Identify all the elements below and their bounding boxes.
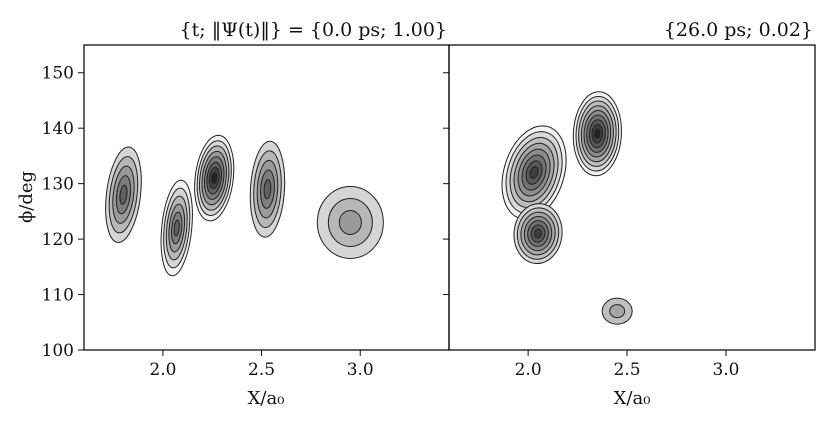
contour-level-2-1-8 xyxy=(529,166,539,179)
y-axis-label: ϕ/deg xyxy=(16,171,37,223)
contour-level-1-5-3 xyxy=(338,209,362,235)
panel-title-right: {26.0 ps; 0.02} xyxy=(664,19,813,41)
contour-level-1-1-5 xyxy=(119,184,128,205)
contour-plot-left xyxy=(105,134,384,277)
contour-level-2-2-9 xyxy=(594,128,601,139)
ticks-left: 2.0 2.5 3.0 100 110 120 130 140 150 xyxy=(42,64,374,380)
contour-level-2-4-2 xyxy=(609,304,626,319)
contour-level-1-4-5 xyxy=(263,179,272,200)
x-axis-label-left: X/a₀ xyxy=(248,388,285,409)
panel-left: 2.0 2.5 3.0 100 110 120 130 140 150 {t; ‖Ψ(t)‖} … xyxy=(16,19,450,409)
x-tick-label-right-3: 3.0 xyxy=(712,360,739,380)
x-axis-label-right: X/a₀ xyxy=(614,388,651,409)
panel-right: 2.0 2.5 3.0 {26.0 ps; 0.02} X/a₀ xyxy=(443,19,816,409)
x-tick-label-right-1: 2.0 xyxy=(515,360,542,380)
y-tick-label-3: 120 xyxy=(42,230,74,250)
panel-title-left: {t; ‖Ψ(t)‖} = {0.0 ps; 1.00} xyxy=(180,19,447,41)
y-tick-label-2: 110 xyxy=(42,286,74,306)
contour-level-1-2-6 xyxy=(173,219,180,237)
y-tick-label-1: 100 xyxy=(42,341,74,361)
ticks-right: 2.0 2.5 3.0 xyxy=(443,72,739,380)
y-tick-label-6: 150 xyxy=(42,64,74,84)
axes-frame-right xyxy=(448,44,816,351)
x-tick-label-left-3: 3.0 xyxy=(347,360,374,380)
x-tick-label-right-2: 2.5 xyxy=(614,360,641,380)
y-tick-label-4: 130 xyxy=(42,175,74,195)
contour-plot-right xyxy=(501,91,633,325)
contour-level-2-3-7 xyxy=(534,228,542,239)
x-tick-label-left-2: 2.5 xyxy=(248,360,275,380)
x-tick-label-left-1: 2.0 xyxy=(149,360,176,380)
contour-level-1-3-8 xyxy=(211,172,218,184)
y-tick-label-5: 140 xyxy=(42,119,74,139)
